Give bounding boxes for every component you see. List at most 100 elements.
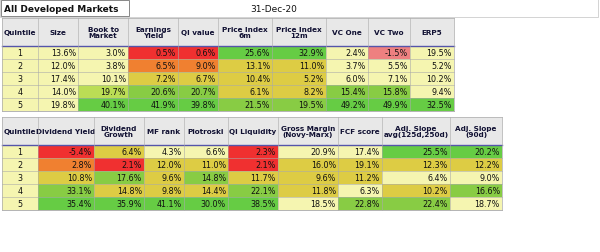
Text: 18.7%: 18.7%	[475, 199, 500, 208]
Text: 32.9%: 32.9%	[299, 49, 324, 58]
Text: 2: 2	[17, 160, 23, 169]
Bar	[38, 99, 78, 112]
Bar	[272, 60, 326, 73]
Text: 6.3%: 6.3%	[360, 186, 380, 195]
Text: 41.9%: 41.9%	[151, 101, 176, 110]
Text: Quintile: Quintile	[4, 30, 36, 36]
Bar	[326, 60, 368, 73]
Bar	[128, 73, 178, 86]
Bar	[382, 145, 450, 158]
Bar	[326, 99, 368, 112]
Bar	[410, 60, 454, 73]
Bar	[38, 184, 94, 197]
Bar	[218, 86, 272, 99]
Bar	[272, 99, 326, 112]
Text: 31-Dec-20: 31-Dec-20	[250, 5, 297, 13]
Text: 19.5%: 19.5%	[427, 49, 452, 58]
Bar	[128, 99, 178, 112]
Text: 10.4%: 10.4%	[245, 75, 270, 84]
Bar	[228, 145, 278, 158]
Bar	[2, 197, 38, 210]
Text: 6.7%: 6.7%	[196, 75, 216, 84]
Text: 8.2%: 8.2%	[304, 88, 324, 97]
Text: 1: 1	[17, 49, 23, 58]
Text: Dividend Yield: Dividend Yield	[37, 129, 95, 135]
Bar	[94, 145, 144, 158]
Text: MF rank: MF rank	[148, 129, 181, 135]
Text: 6.4%: 6.4%	[428, 173, 448, 182]
Text: 2: 2	[17, 62, 23, 71]
Bar	[228, 197, 278, 210]
Text: 9.0%: 9.0%	[479, 173, 500, 182]
Bar	[410, 47, 454, 60]
Text: 6.4%: 6.4%	[122, 147, 142, 156]
Text: -1.5%: -1.5%	[385, 49, 408, 58]
Bar	[382, 184, 450, 197]
Text: Book to
Market: Book to Market	[88, 26, 119, 39]
Bar	[278, 145, 338, 158]
Bar	[228, 158, 278, 171]
Bar	[218, 47, 272, 60]
Bar	[228, 171, 278, 184]
Text: 4: 4	[17, 88, 23, 97]
Text: 6.1%: 6.1%	[250, 88, 270, 97]
Text: 2.8%: 2.8%	[71, 160, 92, 169]
Text: 25.6%: 25.6%	[245, 49, 270, 58]
Text: 0.6%: 0.6%	[196, 49, 216, 58]
Bar	[410, 73, 454, 86]
Bar	[38, 171, 94, 184]
Text: VC One: VC One	[332, 30, 362, 36]
Text: 2.1%: 2.1%	[256, 160, 276, 169]
Text: -5.4%: -5.4%	[69, 147, 92, 156]
Text: 33.1%: 33.1%	[67, 186, 92, 195]
Bar	[272, 73, 326, 86]
Bar	[2, 86, 38, 99]
Text: 40.1%: 40.1%	[101, 101, 126, 110]
Text: 13.6%: 13.6%	[51, 49, 76, 58]
Bar	[178, 73, 218, 86]
Bar	[184, 158, 228, 171]
Bar	[144, 197, 184, 210]
Text: 14.4%: 14.4%	[201, 186, 226, 195]
Text: 4.3%: 4.3%	[162, 147, 182, 156]
Text: Adj. Slope
avg(125d,250d): Adj. Slope avg(125d,250d)	[383, 125, 449, 138]
Bar	[278, 197, 338, 210]
Text: 6.0%: 6.0%	[346, 75, 366, 84]
Bar	[2, 117, 502, 145]
Bar	[184, 184, 228, 197]
Text: QI Liquidity: QI Liquidity	[229, 129, 277, 135]
Bar	[368, 60, 410, 73]
Text: 12.3%: 12.3%	[422, 160, 448, 169]
Text: 0.5%: 0.5%	[155, 49, 176, 58]
Text: Size: Size	[50, 30, 67, 36]
Bar	[382, 158, 450, 171]
Bar	[326, 86, 368, 99]
Bar	[78, 60, 128, 73]
Bar	[272, 86, 326, 99]
Text: 20.2%: 20.2%	[475, 147, 500, 156]
Text: 5.5%: 5.5%	[388, 62, 408, 71]
Text: 19.5%: 19.5%	[299, 101, 324, 110]
Text: 20.7%: 20.7%	[191, 88, 216, 97]
Bar	[450, 145, 502, 158]
Text: 22.1%: 22.1%	[251, 186, 276, 195]
Bar	[38, 73, 78, 86]
Text: 9.8%: 9.8%	[161, 186, 182, 195]
Bar	[2, 60, 38, 73]
Bar	[178, 60, 218, 73]
Bar	[382, 171, 450, 184]
Text: 19.8%: 19.8%	[50, 101, 76, 110]
Bar	[2, 145, 38, 158]
Text: Adj. Slope
(90d): Adj. Slope (90d)	[455, 125, 497, 138]
Text: 5.2%: 5.2%	[431, 62, 452, 71]
Text: 17.4%: 17.4%	[50, 75, 76, 84]
Bar	[450, 184, 502, 197]
Bar	[1, 1, 129, 17]
Text: 18.5%: 18.5%	[311, 199, 336, 208]
Text: 2.3%: 2.3%	[256, 147, 276, 156]
Text: 1: 1	[17, 147, 23, 156]
Bar	[144, 145, 184, 158]
Text: 17.6%: 17.6%	[116, 173, 142, 182]
Bar	[368, 86, 410, 99]
Text: QI value: QI value	[181, 30, 215, 36]
